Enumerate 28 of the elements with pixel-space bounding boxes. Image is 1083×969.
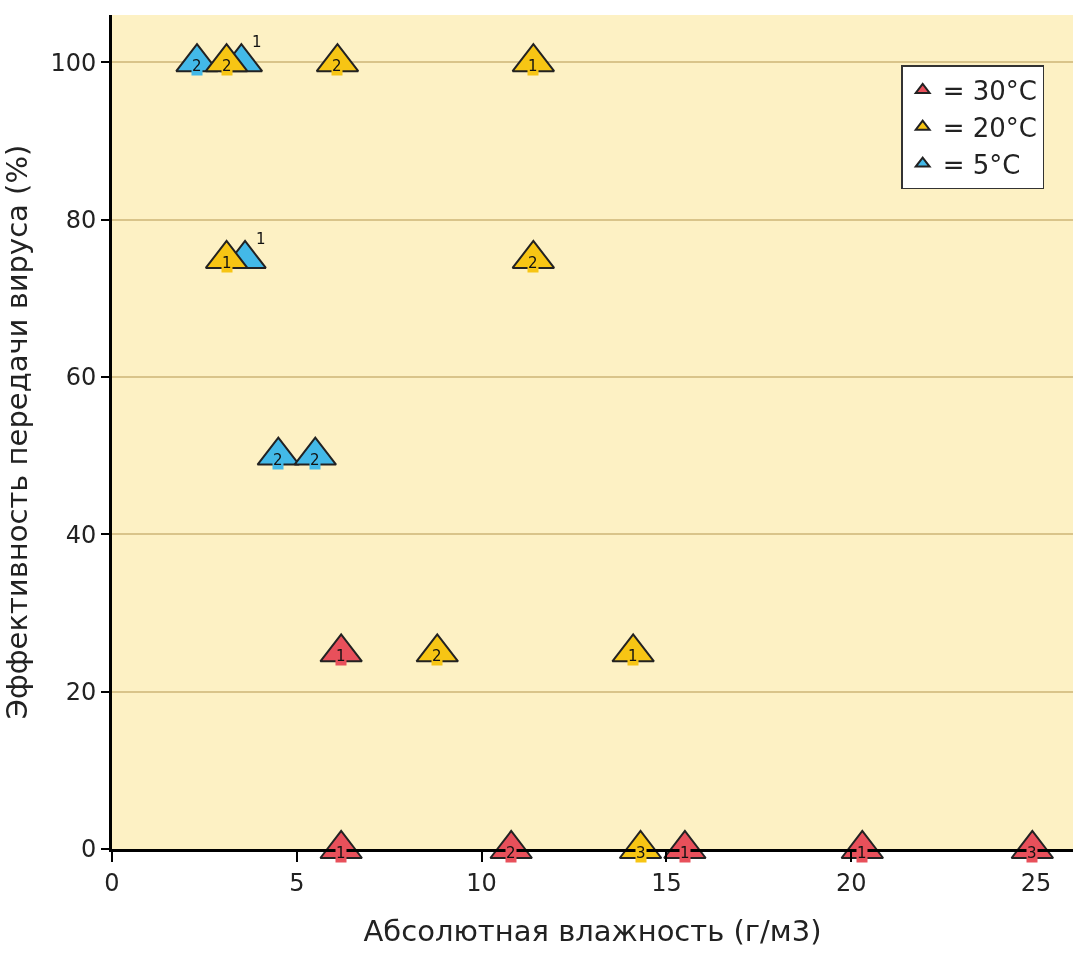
- annotation: 3: [636, 844, 646, 862]
- annotation: 2: [310, 451, 320, 469]
- x-tick-label: 20: [835, 868, 867, 897]
- annotation: 2: [528, 254, 538, 272]
- annotation: 2: [506, 844, 516, 862]
- y-tick-label: 0: [80, 835, 97, 864]
- annotation: 1: [222, 254, 232, 272]
- annotation: 1: [680, 844, 690, 862]
- x-tick-label: 0: [104, 868, 120, 897]
- legend-label: = 20°C: [942, 112, 1037, 143]
- y-tick-label: 80: [65, 205, 97, 234]
- y-axis-title: Эффективность передачи вируса (%): [0, 144, 34, 720]
- annotation: 1: [256, 230, 266, 248]
- x-tick-label: 25: [1020, 868, 1052, 897]
- x-tick-label: 15: [651, 868, 682, 897]
- legend-label: = 5°C: [942, 149, 1021, 180]
- x-tick-label: 10: [466, 868, 497, 897]
- annotation: 1: [336, 844, 346, 862]
- annotation: 2: [273, 451, 283, 469]
- y-tick-label: 20: [65, 678, 97, 707]
- y-tick-label: 60: [65, 363, 97, 392]
- x-axis-title: Абсолютная влажность (г/м3): [363, 913, 822, 948]
- x-tick-label: 5: [289, 868, 305, 897]
- legend-label: = 30°C: [942, 76, 1037, 107]
- annotation: 3: [1027, 844, 1037, 862]
- y-tick-label: 100: [50, 48, 97, 77]
- y-tick-label: 40: [65, 520, 97, 549]
- annotation: 1: [857, 844, 867, 862]
